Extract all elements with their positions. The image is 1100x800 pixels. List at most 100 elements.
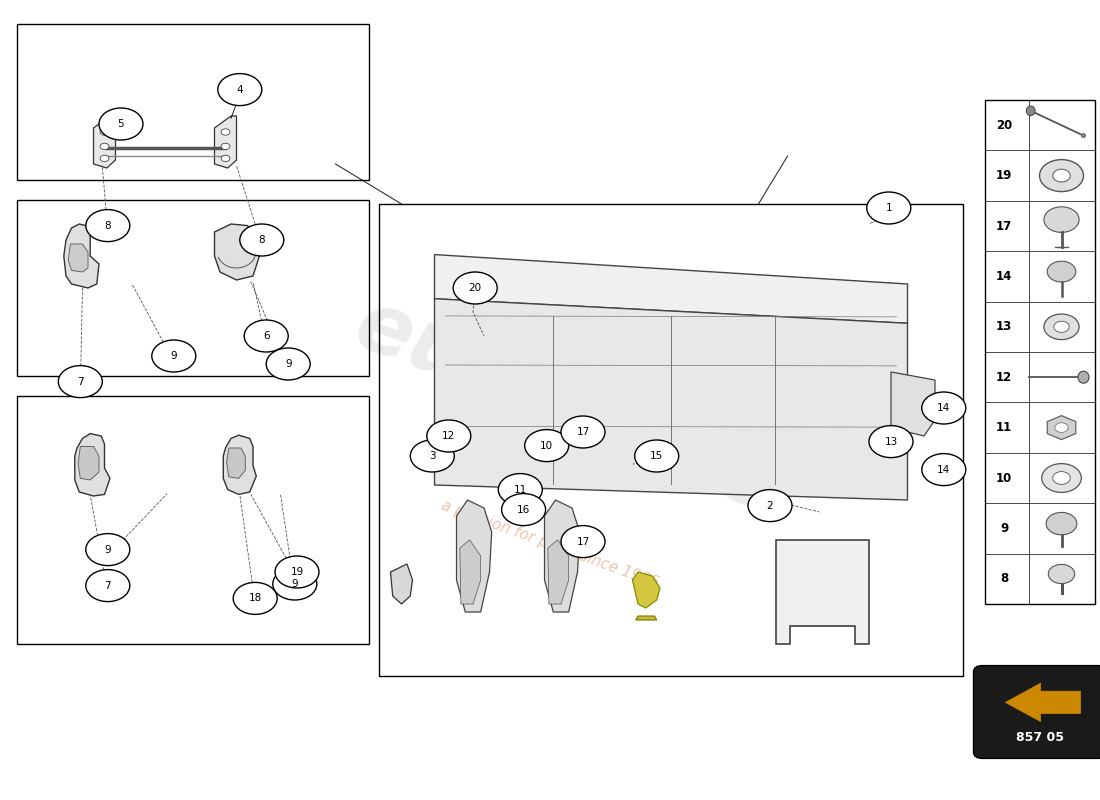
- Circle shape: [86, 534, 130, 566]
- Bar: [16, 24, 368, 180]
- Polygon shape: [434, 298, 908, 500]
- Text: 9: 9: [292, 579, 298, 589]
- Polygon shape: [891, 372, 935, 436]
- Circle shape: [1044, 314, 1079, 339]
- Text: a passion for parts since 1985: a passion for parts since 1985: [439, 498, 661, 590]
- Circle shape: [869, 426, 913, 458]
- Bar: [16, 396, 368, 644]
- Polygon shape: [64, 224, 99, 288]
- Circle shape: [427, 420, 471, 452]
- Circle shape: [1047, 261, 1076, 282]
- Text: 16: 16: [517, 505, 530, 514]
- Circle shape: [100, 155, 109, 162]
- Text: 14: 14: [997, 270, 1012, 283]
- Text: 10: 10: [540, 441, 553, 450]
- Text: 9: 9: [1000, 522, 1009, 535]
- Text: 14: 14: [937, 465, 950, 474]
- Polygon shape: [434, 254, 908, 323]
- Circle shape: [1053, 170, 1070, 182]
- Circle shape: [275, 556, 319, 588]
- Text: 20: 20: [997, 118, 1012, 132]
- Circle shape: [244, 320, 288, 352]
- Polygon shape: [390, 564, 412, 604]
- Text: 8: 8: [258, 235, 265, 245]
- Text: 5: 5: [118, 119, 124, 129]
- Circle shape: [266, 348, 310, 380]
- Circle shape: [240, 224, 284, 256]
- Circle shape: [525, 430, 569, 462]
- Circle shape: [86, 570, 130, 602]
- Polygon shape: [223, 435, 256, 494]
- Ellipse shape: [1026, 106, 1035, 115]
- Text: 6: 6: [263, 331, 270, 341]
- Circle shape: [1044, 207, 1079, 233]
- Circle shape: [218, 74, 262, 106]
- Text: 19: 19: [997, 169, 1012, 182]
- Circle shape: [221, 155, 230, 162]
- Text: 14: 14: [937, 403, 950, 413]
- Circle shape: [748, 490, 792, 522]
- Circle shape: [922, 454, 966, 486]
- Polygon shape: [548, 540, 569, 604]
- Circle shape: [1048, 565, 1075, 584]
- Circle shape: [1040, 159, 1084, 192]
- Polygon shape: [214, 224, 261, 280]
- Circle shape: [99, 108, 143, 140]
- Polygon shape: [776, 540, 869, 644]
- Text: 7: 7: [77, 377, 84, 386]
- Circle shape: [561, 526, 605, 558]
- Bar: [984, 100, 1094, 604]
- Text: 13: 13: [884, 437, 898, 446]
- Circle shape: [152, 340, 196, 372]
- Circle shape: [1053, 472, 1070, 484]
- Text: 9: 9: [285, 359, 292, 369]
- Polygon shape: [75, 434, 110, 496]
- Text: 8: 8: [104, 221, 111, 230]
- Polygon shape: [214, 116, 236, 168]
- Text: 18: 18: [249, 594, 262, 603]
- Circle shape: [100, 143, 109, 150]
- Text: 20: 20: [469, 283, 482, 293]
- Text: 17: 17: [576, 427, 590, 437]
- Bar: [379, 204, 962, 676]
- Polygon shape: [632, 572, 660, 608]
- FancyBboxPatch shape: [974, 666, 1100, 758]
- Text: parts: parts: [530, 368, 790, 528]
- Circle shape: [561, 416, 605, 448]
- Ellipse shape: [1081, 134, 1086, 138]
- Text: 1: 1: [886, 203, 892, 213]
- Circle shape: [922, 392, 966, 424]
- Circle shape: [1054, 321, 1069, 333]
- Text: 3: 3: [429, 451, 436, 461]
- Polygon shape: [68, 244, 88, 272]
- Polygon shape: [94, 116, 115, 168]
- FancyArrow shape: [1005, 683, 1080, 722]
- Circle shape: [1046, 512, 1077, 534]
- Circle shape: [410, 440, 454, 472]
- Polygon shape: [1047, 416, 1076, 439]
- Circle shape: [273, 568, 317, 600]
- Ellipse shape: [1078, 371, 1089, 383]
- Text: 9: 9: [104, 545, 111, 554]
- Circle shape: [453, 272, 497, 304]
- Text: 2: 2: [767, 501, 773, 510]
- Text: 8: 8: [1000, 572, 1009, 586]
- Circle shape: [1042, 464, 1081, 492]
- Polygon shape: [227, 448, 245, 478]
- Text: 12: 12: [442, 431, 455, 441]
- Circle shape: [233, 582, 277, 614]
- Circle shape: [221, 143, 230, 150]
- Text: 4: 4: [236, 85, 243, 94]
- Polygon shape: [544, 500, 580, 612]
- Text: 857 05: 857 05: [1016, 731, 1064, 744]
- Text: 19: 19: [290, 567, 304, 577]
- Text: 13: 13: [997, 320, 1012, 334]
- Polygon shape: [460, 540, 481, 604]
- Text: 9: 9: [170, 351, 177, 361]
- Text: 15: 15: [650, 451, 663, 461]
- Text: 17: 17: [997, 219, 1012, 233]
- Text: 11: 11: [514, 485, 527, 494]
- Circle shape: [635, 440, 679, 472]
- Circle shape: [58, 366, 102, 398]
- Text: 7: 7: [104, 581, 111, 590]
